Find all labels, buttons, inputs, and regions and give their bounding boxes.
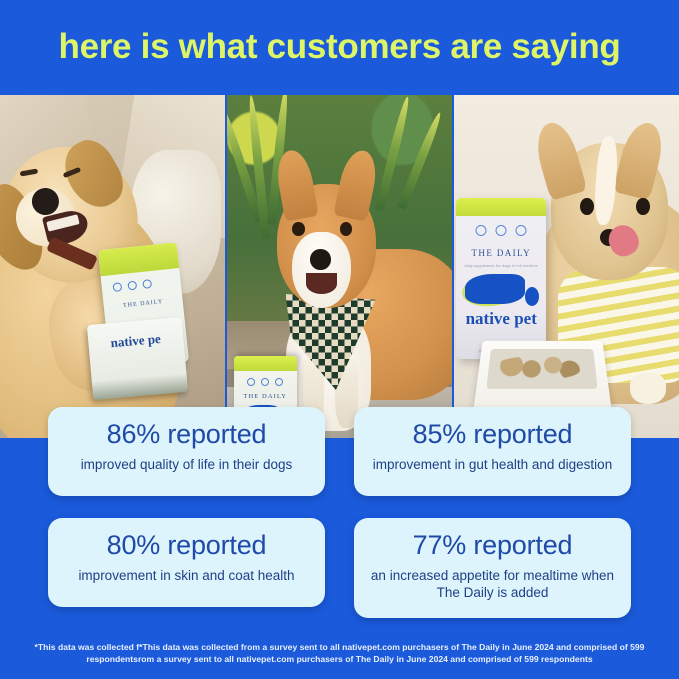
tin-benefit-icons — [111, 278, 152, 292]
tin-product-label: THE DAILY — [122, 299, 163, 310]
tin-product-label: THE DAILY — [471, 247, 531, 258]
tin-benefit-icons — [247, 377, 284, 386]
tin-logo-gear-icon — [524, 286, 540, 306]
tin-tagline: daily supplement for dogs in full nutrit… — [464, 263, 538, 268]
chihuahua-eye-right — [636, 197, 650, 216]
photo-golden-retriever: THE DAILY native pe — [0, 95, 225, 438]
photo-chihuahua: THE DAILY daily supplement for dogs in f… — [454, 95, 679, 438]
chihuahua-eye-left — [580, 197, 594, 216]
product-can: native pe — [86, 317, 188, 401]
stat-percent: 85% reported — [412, 419, 573, 449]
stat-description: an increased appetite for mealtime when … — [370, 567, 615, 600]
tin-product-label: THE DAILY — [243, 392, 288, 400]
photo-corgi: THE DAILY native pet — [227, 95, 452, 438]
can-brand-label: native pe — [109, 331, 162, 351]
tin-lid — [456, 197, 547, 216]
corgi-eye-left — [292, 221, 305, 236]
stat-description: improvement in skin and coat health — [78, 567, 295, 583]
stat-description: improvement in gut health and digestion — [372, 456, 613, 472]
stat-percent: 80% reported — [106, 530, 267, 560]
stat-card-skin-and-coat: 80% reported improvement in skin and coa… — [48, 518, 325, 607]
page-title: here is what customers are saying — [58, 27, 621, 66]
stat-card-appetite: 77% reported an increased appetite for m… — [354, 518, 631, 618]
photo-strip: THE DAILY native pe — [0, 95, 679, 438]
stat-description: improved quality of life in their dogs — [80, 456, 293, 472]
stat-percent: 77% reported — [412, 530, 573, 560]
tin-brand-label: native pet — [465, 309, 537, 329]
chihuahua-paw — [629, 372, 666, 404]
kibble-food — [495, 356, 581, 380]
stat-card-quality-of-life: 86% reported improved quality of life in… — [48, 407, 325, 496]
corgi-eye-right — [339, 221, 352, 236]
corgi-mouth — [305, 273, 338, 294]
tin-lid — [233, 355, 297, 372]
corgi-nose — [310, 249, 331, 270]
tin-logo-dog-icon — [465, 273, 525, 305]
stat-percent: 86% reported — [106, 419, 267, 449]
footer-disclaimer: *This data was collected f*This data was… — [34, 641, 645, 664]
product-tin: THE DAILY daily supplement for dogs in f… — [456, 197, 547, 360]
tin-benefit-icons — [475, 225, 527, 237]
stat-card-gut-health: 85% reported improvement in gut health a… — [354, 407, 631, 496]
